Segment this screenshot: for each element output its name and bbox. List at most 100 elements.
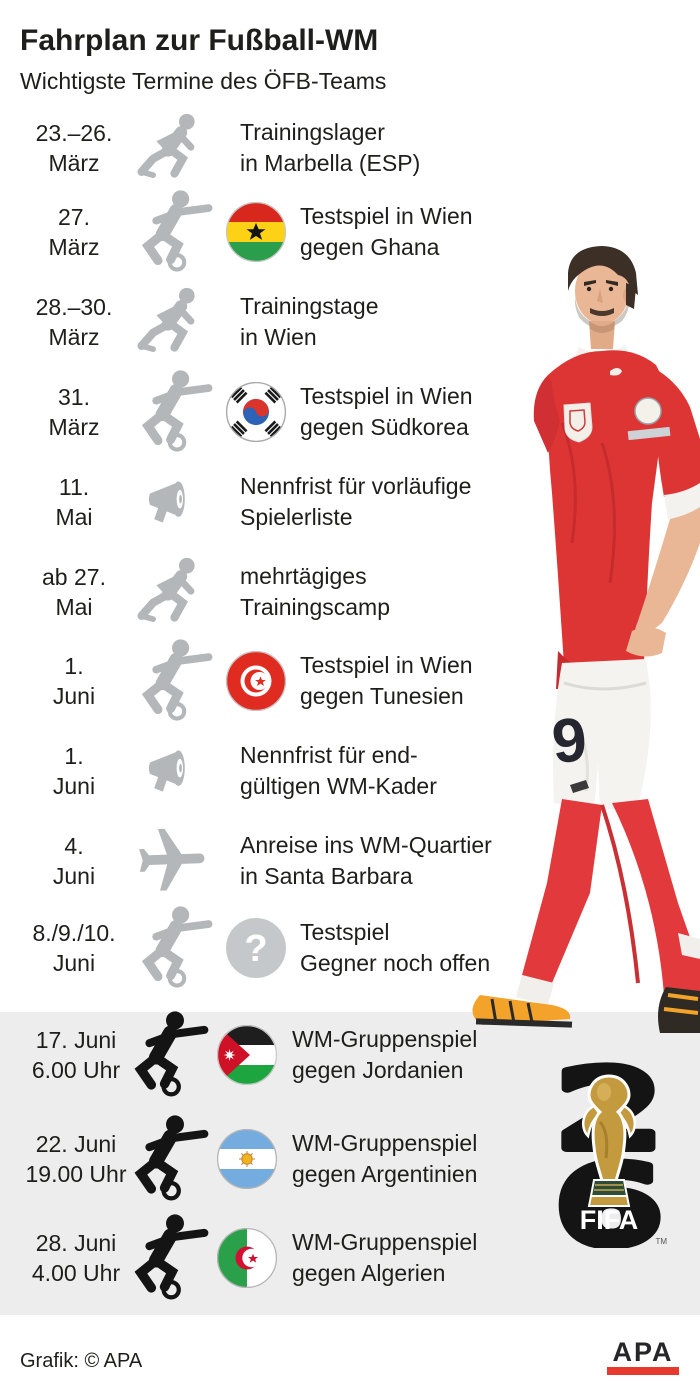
event-text-line1: Nennfrist für vorläufige [240, 473, 472, 499]
footballer-icon [128, 187, 216, 277]
date-line1: 11. [58, 474, 90, 500]
graphic-credit: Grafik: © APA [20, 1350, 143, 1372]
player-shirt-number: 9 [549, 705, 589, 777]
event-text-line2: in Marbella (ESP) [240, 150, 421, 176]
event-text: Anreise ins WM-Quartier in Santa Barbara [240, 816, 492, 906]
event-row-trainingscamp: ab 27. Mai mehrtägiges Trainingscamp [0, 547, 560, 637]
event-date: 8./9./10. Juni [0, 903, 148, 993]
apa-logo-red-bar [607, 1367, 679, 1375]
date-line1: 8./9./10. [32, 920, 116, 946]
event-text-line1: WM-Gruppenspiel [292, 1026, 478, 1052]
event-date: 11. Mai [0, 457, 148, 547]
date-line2: Mai [55, 594, 93, 620]
date-line1: 17. Juni [35, 1027, 117, 1053]
event-date: 28.–30. März [0, 277, 148, 367]
footballer-icon [120, 1010, 212, 1100]
event-text: Testspiel in Wien gegen Tunesien [300, 636, 473, 726]
runner-icon [128, 103, 216, 193]
event-row-anreise: 4. Juni Anreise ins WM-Quartier in Santa… [0, 816, 560, 906]
wm-row-jordanien: 17. Juni 6.00 Uhr WM-Gruppenspiel gegen … [0, 1010, 560, 1100]
event-text-line2: gegen Ghana [300, 234, 440, 260]
flag-algeria-icon [217, 1228, 277, 1288]
page-title: Fahrplan zur Fußball-WM [20, 24, 379, 57]
date-line2: 19.00 Uhr [25, 1161, 127, 1187]
date-line2: Juni [52, 950, 96, 976]
player-photo: 9 [472, 246, 700, 1033]
event-text: Testspiel Gegner noch offen [300, 903, 490, 993]
event-text-line1: Trainingstage [240, 293, 379, 319]
event-text-line1: Testspiel in Wien [300, 652, 473, 678]
date-line1: 27. [58, 204, 90, 230]
flag-south-korea-icon [226, 382, 286, 442]
fifa-wm-2026-logo: 2 6 FIFA TM [550, 1062, 668, 1248]
event-text-line1: mehrtägiges [240, 563, 367, 589]
event-text-line2: gegen Tunesien [300, 683, 464, 709]
date-line2: März [48, 234, 100, 260]
event-row-trainingstage: 28.–30. März Trainingstage in Wien [0, 277, 560, 367]
date-line2: Juni [52, 773, 96, 799]
runner-icon [128, 277, 216, 367]
event-text-line1: WM-Gruppenspiel [292, 1229, 478, 1255]
event-date: 1. Juni [0, 726, 148, 816]
wm-section-background [0, 1012, 700, 1315]
footballer-icon [120, 1213, 212, 1303]
event-date: 27. März [0, 187, 148, 277]
flag-jordan-icon [217, 1025, 277, 1085]
date-line1: 1. [64, 653, 84, 679]
event-text-line1: Testspiel in Wien [300, 383, 473, 409]
event-date: 23.–26. März [0, 103, 148, 193]
event-date: 1. Juni [0, 636, 148, 726]
event-date: 22. Juni 19.00 Uhr [0, 1114, 152, 1204]
date-line2: 4.00 Uhr [31, 1260, 121, 1286]
event-row-nennfrist2: 1. Juni Nennfrist für end- gültigen WM-K… [0, 726, 560, 816]
event-date: ab 27. Mai [0, 547, 148, 637]
event-row-trainingslager: 23.–26. März Trainingslager in Marbella … [0, 103, 560, 193]
event-date: 4. Juni [0, 816, 148, 906]
event-row-suedkorea: 31. März Testspi [0, 367, 560, 457]
runner-icon [128, 547, 216, 637]
date-line2: Juni [52, 683, 96, 709]
event-text: WM-Gruppenspiel gegen Algerien [292, 1213, 477, 1303]
event-text: Nennfrist für end- gültigen WM-Kader [240, 726, 437, 816]
event-text-line2: in Santa Barbara [240, 863, 413, 889]
svg-text:?: ? [244, 928, 267, 970]
footballer-icon [128, 903, 216, 993]
event-text-line1: Testspiel in Wien [300, 203, 473, 229]
flag-tunisia-icon [226, 651, 286, 711]
event-text-line2: gegen Argentinien [292, 1161, 478, 1187]
event-text: Trainingstage in Wien [240, 277, 379, 367]
flag-argentina-icon [217, 1129, 277, 1189]
event-text-line1: Trainingslager [240, 119, 385, 145]
event-text-line1: WM-Gruppenspiel [292, 1130, 478, 1156]
footballer-icon [128, 636, 216, 726]
event-text-line1: Testspiel [300, 919, 390, 945]
event-text: WM-Gruppenspiel gegen Argentinien [292, 1114, 477, 1204]
question-mark-icon: ? [226, 918, 286, 978]
date-line1: ab 27. [42, 564, 106, 590]
date-line1: 31. [58, 384, 90, 410]
event-row-nennfrist1: 11. Mai Nennfrist für vorläufige Spieler… [0, 457, 560, 547]
event-date: 31. März [0, 367, 148, 457]
wm-row-algerien: 28. Juni 4.00 Uhr WM-Gruppenspiel gegen … [0, 1213, 560, 1303]
event-text: Testspiel in Wien gegen Ghana [300, 187, 473, 277]
world-cup-trophy-icon [581, 1074, 637, 1207]
date-line2: März [48, 150, 100, 176]
event-text-line2: in Wien [240, 324, 317, 350]
date-line1: 4. [64, 833, 84, 859]
date-line2: März [48, 324, 100, 350]
event-text-line2: Spielerliste [240, 504, 353, 530]
event-text-line2: Gegner noch offen [300, 950, 491, 976]
event-row-testspiel-offen: 8./9./10. Juni ? Testspiel Gegner noch o… [0, 903, 560, 993]
date-line1: 28. Juni [35, 1230, 117, 1256]
date-line2: Mai [55, 504, 93, 530]
wm-row-argentinien: 22. Juni 19.00 Uhr WM-Gruppenspiel gegen… [0, 1114, 560, 1204]
event-text-line1: Anreise ins WM-Quartier [240, 832, 492, 858]
footballer-icon [120, 1114, 212, 1204]
event-text-line2: gegen Algerien [292, 1260, 446, 1286]
trademark-label: TM [655, 1237, 667, 1246]
event-text: Testspiel in Wien gegen Südkorea [300, 367, 473, 457]
megaphone-icon [128, 726, 216, 816]
plane-icon [128, 816, 216, 906]
event-text: Nennfrist für vorläufige Spielerliste [240, 457, 471, 547]
